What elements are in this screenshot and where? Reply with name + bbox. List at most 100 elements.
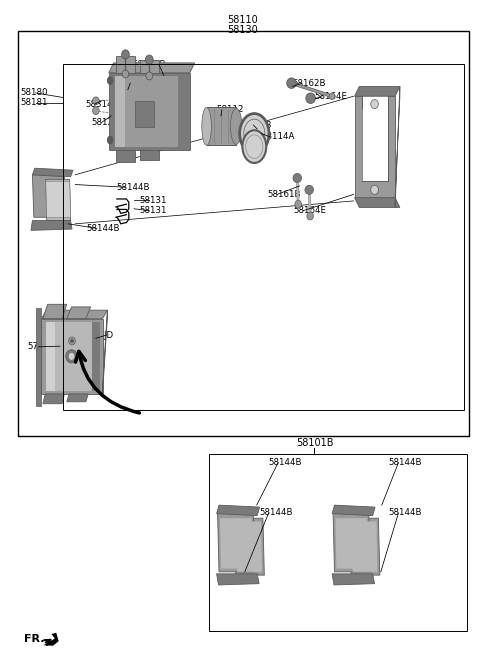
Text: 58144B: 58144B <box>388 509 421 518</box>
Polygon shape <box>217 513 255 572</box>
Polygon shape <box>350 518 380 575</box>
Polygon shape <box>116 150 135 162</box>
Ellipse shape <box>306 93 315 103</box>
Text: 58181: 58181 <box>21 99 48 107</box>
Text: 58162B: 58162B <box>292 79 326 87</box>
Polygon shape <box>109 73 190 150</box>
Ellipse shape <box>146 72 153 80</box>
Text: 58314: 58314 <box>85 100 112 108</box>
Ellipse shape <box>69 337 75 345</box>
Polygon shape <box>140 60 159 73</box>
Text: 58163B: 58163B <box>132 60 166 69</box>
Ellipse shape <box>122 70 129 78</box>
Polygon shape <box>355 87 400 97</box>
Text: 58130: 58130 <box>227 24 258 35</box>
Ellipse shape <box>108 136 113 144</box>
Polygon shape <box>43 304 67 319</box>
Text: 58110: 58110 <box>227 14 258 25</box>
Polygon shape <box>67 394 88 402</box>
Ellipse shape <box>305 185 313 194</box>
Polygon shape <box>115 76 188 147</box>
Polygon shape <box>178 76 188 147</box>
Ellipse shape <box>93 106 99 114</box>
Text: FR.: FR. <box>24 634 45 644</box>
Ellipse shape <box>70 339 74 343</box>
Polygon shape <box>355 97 395 198</box>
Polygon shape <box>109 63 195 73</box>
Text: 58144B: 58144B <box>116 183 149 192</box>
Bar <box>36 307 41 406</box>
Text: 58164E: 58164E <box>293 206 326 215</box>
Text: 58101B: 58101B <box>296 438 333 448</box>
Text: 58144B: 58144B <box>86 224 120 233</box>
Polygon shape <box>43 633 59 646</box>
Ellipse shape <box>287 78 296 89</box>
Ellipse shape <box>202 107 211 145</box>
Polygon shape <box>92 322 100 391</box>
Text: 58131: 58131 <box>140 196 168 205</box>
Ellipse shape <box>293 173 301 183</box>
Polygon shape <box>220 518 252 568</box>
Text: 58180: 58180 <box>21 89 48 97</box>
Polygon shape <box>46 181 71 217</box>
Bar <box>18 31 469 436</box>
Ellipse shape <box>240 114 269 153</box>
Polygon shape <box>33 168 73 177</box>
Text: 58114A: 58114A <box>262 132 295 141</box>
Text: 58112: 58112 <box>216 106 244 114</box>
Ellipse shape <box>230 108 242 145</box>
Bar <box>209 454 467 631</box>
Bar <box>135 101 154 127</box>
Polygon shape <box>67 307 91 319</box>
Ellipse shape <box>295 200 301 208</box>
Polygon shape <box>332 505 375 516</box>
Text: 58113: 58113 <box>245 120 272 129</box>
Polygon shape <box>332 574 374 585</box>
Text: 58144B: 58144B <box>269 458 302 467</box>
Polygon shape <box>333 513 370 572</box>
Text: 58164E: 58164E <box>314 93 347 101</box>
Polygon shape <box>206 107 236 145</box>
Polygon shape <box>116 57 135 73</box>
Ellipse shape <box>68 352 75 360</box>
Text: 58125: 58125 <box>118 79 145 87</box>
Polygon shape <box>31 221 72 231</box>
Polygon shape <box>46 179 71 221</box>
Polygon shape <box>41 319 103 394</box>
Polygon shape <box>140 150 159 160</box>
Text: 58161B: 58161B <box>268 190 301 199</box>
Ellipse shape <box>121 50 129 59</box>
Ellipse shape <box>108 77 113 85</box>
Polygon shape <box>46 322 100 391</box>
Ellipse shape <box>66 350 77 363</box>
Bar <box>63 64 464 410</box>
Polygon shape <box>216 505 260 516</box>
Polygon shape <box>115 76 124 147</box>
Polygon shape <box>355 198 400 208</box>
Text: 57725A: 57725A <box>28 342 61 351</box>
Ellipse shape <box>371 185 378 194</box>
Text: 58144B: 58144B <box>388 458 421 467</box>
Text: 58144B: 58144B <box>259 509 293 518</box>
Ellipse shape <box>307 212 313 220</box>
Polygon shape <box>43 394 64 404</box>
Ellipse shape <box>329 93 335 99</box>
Ellipse shape <box>242 130 266 163</box>
Polygon shape <box>33 175 66 217</box>
Polygon shape <box>336 518 368 568</box>
Bar <box>362 109 388 181</box>
Text: 1351JD: 1351JD <box>82 330 113 340</box>
Text: 58131: 58131 <box>140 206 168 215</box>
Polygon shape <box>352 522 377 572</box>
Polygon shape <box>236 522 262 572</box>
Ellipse shape <box>371 99 378 108</box>
Polygon shape <box>46 322 55 391</box>
Ellipse shape <box>145 55 153 64</box>
Polygon shape <box>395 87 400 208</box>
Text: 58120: 58120 <box>91 118 119 127</box>
Polygon shape <box>41 310 108 319</box>
Polygon shape <box>216 574 259 585</box>
Ellipse shape <box>93 97 99 104</box>
Polygon shape <box>103 310 108 394</box>
Polygon shape <box>234 518 264 575</box>
